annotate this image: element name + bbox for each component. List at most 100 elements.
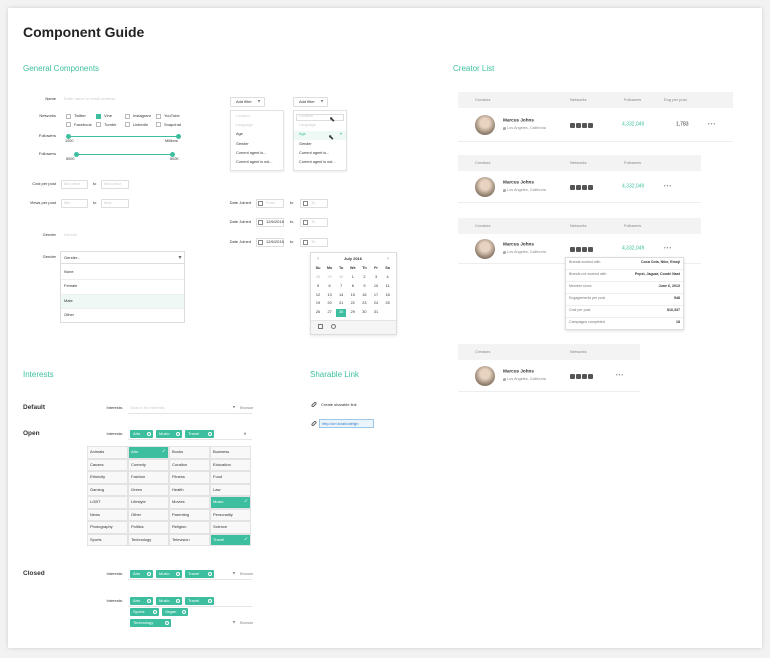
day[interactable]: 30: [339, 275, 344, 280]
menu-item[interactable]: Current agent is not...: [236, 160, 273, 165]
tag[interactable]: [185, 570, 214, 578]
day[interactable]: 3: [374, 275, 378, 280]
menu-item[interactable]: Current agent is not...: [299, 160, 336, 165]
checkbox[interactable]: [156, 122, 161, 127]
tag[interactable]: [130, 619, 171, 627]
checkbox[interactable]: [96, 122, 101, 127]
interest-cell[interactable]: [169, 533, 210, 546]
interest-cell[interactable]: [210, 483, 251, 496]
slider-handle[interactable]: [169, 151, 175, 157]
interest-cell[interactable]: [87, 533, 128, 546]
input[interactable]: [256, 217, 284, 227]
tag[interactable]: [185, 597, 214, 605]
interest-cell[interactable]: [128, 458, 169, 471]
interest-cell[interactable]: [210, 521, 251, 534]
day[interactable]: 25: [385, 301, 390, 306]
day[interactable]: 28: [339, 310, 344, 315]
day[interactable]: 27: [327, 310, 332, 315]
interest-cell[interactable]: [87, 471, 128, 484]
interest-cell[interactable]: [210, 458, 251, 471]
interest-cell[interactable]: [169, 471, 210, 484]
interest-cell[interactable]: [128, 533, 169, 546]
select-option[interactable]: None: [64, 269, 74, 274]
button[interactable]: [230, 97, 265, 107]
tag[interactable]: [130, 597, 153, 605]
select[interactable]: [60, 251, 185, 264]
interest-cell[interactable]: [128, 471, 169, 484]
day[interactable]: 23: [362, 301, 367, 306]
day[interactable]: 13: [327, 292, 332, 297]
day[interactable]: 12: [315, 292, 321, 297]
input[interactable]: [300, 198, 328, 208]
interest-cell[interactable]: [128, 496, 169, 509]
day[interactable]: 17: [373, 292, 379, 297]
input[interactable]: [101, 179, 129, 189]
input[interactable]: [61, 179, 88, 189]
link-action[interactable]: Create sharable link: [321, 402, 357, 407]
day[interactable]: 29: [350, 310, 355, 315]
checkbox[interactable]: [125, 122, 130, 127]
interest-cell[interactable]: [128, 483, 169, 496]
interest-cell[interactable]: [169, 458, 210, 471]
checkbox[interactable]: [66, 122, 71, 127]
interest-cell[interactable]: [210, 446, 251, 459]
day[interactable]: 15: [350, 292, 355, 297]
interest-cell[interactable]: [169, 483, 210, 496]
day[interactable]: 30: [362, 310, 367, 315]
day[interactable]: 5: [316, 283, 320, 288]
day[interactable]: 24: [373, 301, 379, 306]
day[interactable]: 9: [363, 283, 366, 288]
interest-cell[interactable]: [169, 496, 210, 509]
browse-link[interactable]: Browse: [240, 571, 254, 576]
browse-link[interactable]: Browse: [240, 405, 254, 410]
day[interactable]: 1: [351, 275, 354, 280]
interest-cell[interactable]: [210, 533, 251, 546]
input[interactable]: [300, 237, 328, 247]
tag[interactable]: [130, 570, 153, 578]
interest-cell[interactable]: [210, 496, 251, 509]
menu-item[interactable]: Location: [236, 114, 251, 119]
interest-cell[interactable]: [128, 521, 169, 534]
day[interactable]: 16: [362, 292, 367, 297]
day[interactable]: 14: [339, 292, 344, 297]
interest-cell[interactable]: [128, 446, 169, 459]
menu-item[interactable]: Current agent is...: [236, 150, 267, 155]
day[interactable]: 7: [340, 283, 343, 288]
day[interactable]: 19: [315, 301, 321, 306]
input[interactable]: [300, 217, 328, 227]
day[interactable]: 20: [327, 301, 332, 306]
menu-item[interactable]: Age: [299, 132, 306, 137]
interest-cell[interactable]: [210, 471, 251, 484]
input[interactable]: [256, 237, 284, 247]
interest-cell[interactable]: [87, 483, 128, 496]
interest-cell[interactable]: [87, 508, 128, 521]
day[interactable]: 8: [351, 283, 354, 288]
tag[interactable]: [156, 570, 182, 578]
menu-item[interactable]: Age: [236, 132, 243, 137]
url-box[interactable]: [319, 419, 374, 428]
menu-item[interactable]: Location: [299, 114, 314, 119]
checkbox[interactable]: [96, 113, 101, 119]
input[interactable]: [101, 198, 129, 208]
checkbox[interactable]: [125, 113, 130, 119]
tag[interactable]: [156, 430, 182, 438]
day[interactable]: 26: [315, 310, 321, 315]
interest-cell[interactable]: [128, 508, 169, 521]
interest-cell[interactable]: [87, 458, 128, 471]
slider-handle[interactable]: [65, 133, 71, 139]
slider-handle[interactable]: [73, 151, 79, 157]
select-option[interactable]: Other: [64, 311, 75, 317]
day[interactable]: 11: [385, 283, 390, 288]
day[interactable]: 10: [373, 283, 379, 288]
interest-cell[interactable]: [169, 521, 210, 534]
day[interactable]: 28: [315, 275, 321, 280]
checkbox[interactable]: [156, 113, 161, 119]
tag[interactable]: [130, 608, 159, 616]
browse-link[interactable]: Browse: [240, 620, 254, 625]
day[interactable]: 6: [328, 283, 331, 288]
slider-handle[interactable]: [175, 133, 181, 139]
tag[interactable]: [185, 430, 214, 438]
tag[interactable]: [130, 430, 153, 438]
input[interactable]: [61, 198, 88, 208]
tag[interactable]: [156, 597, 182, 605]
